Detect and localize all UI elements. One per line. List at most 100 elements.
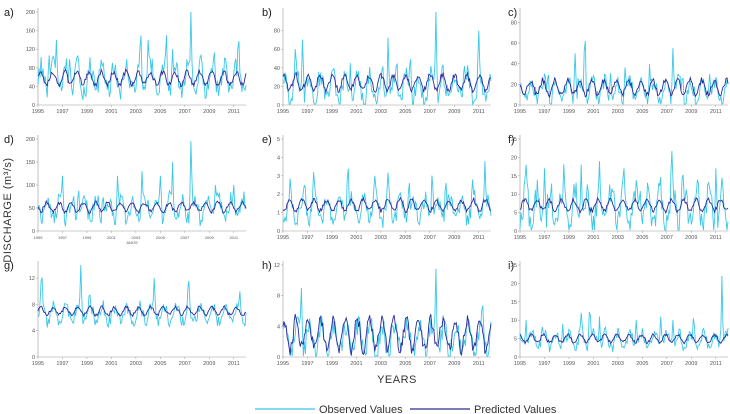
y-tick-label: 200: [26, 10, 35, 16]
y-tick-label: 0: [32, 103, 35, 109]
panel-a: a) 0 40 80 120 160 200 1995 1997 1999 2001 2003 2005…: [4, 7, 247, 115]
predicted-series-line: [519, 333, 729, 346]
x-tick-label: 2007: [424, 361, 436, 367]
x-tick-label: 2001: [350, 361, 362, 367]
panel-h: h) 0 4 8 12 1995 1997 1999 2001 2003 2005 2007 2009 2…: [262, 260, 492, 367]
y-tick-label: 15: [511, 174, 517, 180]
x-tick-label: 1995: [514, 235, 526, 241]
x-tick-label: 1997: [538, 235, 550, 241]
y-tick-label: 20: [511, 155, 517, 161]
x-tick-label: 1997: [538, 109, 550, 115]
y-tick-label: 5: [514, 337, 517, 343]
x-tick-label: 2005: [636, 361, 648, 367]
y-tick-label: 150: [26, 160, 35, 166]
y-tick-label: 60: [511, 41, 517, 47]
predicted-series-line: [37, 199, 247, 215]
y-tick-label: 25: [511, 137, 517, 143]
legend: Observed Values Predicted Values: [255, 404, 557, 414]
observed-series-line: [37, 264, 247, 329]
panel-g: g) 0 4 8 12 1995 1997 1999 2001 2003 2005 2007 2009 2…: [4, 260, 247, 367]
x-tick-label: 2003: [131, 235, 141, 240]
panel-label: c): [508, 7, 517, 19]
predicted-series-line: [37, 304, 247, 318]
legend-observed-label: Observed Values: [319, 404, 403, 414]
y-tick-label: 8: [32, 302, 35, 308]
x-tick-label: 1995: [277, 361, 289, 367]
x-tick-label: 2009: [448, 109, 460, 115]
x-tick-label: 1999: [326, 361, 338, 367]
x-tick-label: 2003: [612, 361, 624, 367]
x-tick-label: 2005: [154, 109, 166, 115]
y-tick-label: 50: [29, 206, 35, 212]
x-tick-label: 2003: [130, 361, 142, 367]
x-tick-label: 1999: [326, 235, 338, 241]
x-tick-label: 1997: [538, 361, 550, 367]
y-tick-label: 0: [514, 229, 517, 235]
x-tick-label: 2003: [612, 235, 624, 241]
x-tick-label: 2009: [203, 109, 215, 115]
x-tick-label: 2011: [473, 235, 485, 241]
x-tick-label: 2003: [130, 109, 142, 115]
x-tick-label: 1997: [58, 235, 68, 240]
x-tick-label: 2007: [424, 235, 436, 241]
y-tick-label: 4: [277, 324, 280, 330]
x-tick-label: 1997: [56, 109, 68, 115]
x-tick-label: 1995: [32, 109, 44, 115]
x-tick-label: 2001: [105, 361, 117, 367]
panel-label: e): [262, 134, 272, 146]
x-tick-label: 2009: [685, 361, 697, 367]
x-tick-label: 2001: [107, 235, 117, 240]
x-tick-label: 2009: [685, 109, 697, 115]
y-tick-label: 0: [277, 103, 280, 109]
y-tick-label: 40: [29, 84, 35, 90]
x-tick-label: 2011: [228, 361, 240, 367]
y-tick-label: 2: [277, 192, 280, 198]
x-tick-label: 2009: [448, 235, 460, 241]
x-tick-label: 2007: [661, 235, 673, 241]
y-tick-label: 0: [277, 355, 280, 361]
y-tick-label: 4: [32, 329, 35, 335]
x-tick-label: 2011: [710, 361, 722, 367]
x-tick-label: 2007: [424, 109, 436, 115]
x-tick-label: 1995: [277, 109, 289, 115]
x-tick-label: 2005: [636, 235, 648, 241]
x-tick-label: 1997: [301, 361, 313, 367]
x-tick-label: 1999: [563, 361, 575, 367]
y-tick-label: 0: [514, 355, 517, 361]
y-tick-label: 100: [26, 183, 35, 189]
x-tick-label: 2007: [661, 361, 673, 367]
x-axis-title: YEARS: [377, 374, 417, 386]
x-tick-label: 2009: [205, 235, 215, 240]
y-tick-label: 5: [514, 211, 517, 217]
x-tick-label: 2011: [710, 109, 722, 115]
predicted-series-line: [37, 67, 247, 88]
x-tick-label: 2005: [399, 235, 411, 241]
y-tick-label: 120: [26, 47, 35, 53]
y-tick-label: 160: [26, 29, 35, 35]
panel-label: b): [262, 7, 272, 19]
predicted-series-line: [282, 314, 492, 356]
y-tick-label: 20: [511, 82, 517, 88]
predicted-series-line: [282, 71, 492, 94]
panel-c: c) 0 20 40 60 80 1995 1997 1999 2001 2003 2005 2007 2…: [508, 7, 729, 115]
x-tick-label: 2001: [587, 361, 599, 367]
x-tick-label: 1999: [81, 109, 93, 115]
x-tick-label: 2005: [399, 361, 411, 367]
x-tick-label: 2001: [105, 109, 117, 115]
x-tick-label: 2001: [587, 109, 599, 115]
x-tick-label: 2005: [636, 109, 648, 115]
panel-i: i) 0 5 10 15 20 25 1995 1997 1999 2001 2003 2005 2007…: [508, 260, 729, 367]
x-tick-label: 2001: [350, 109, 362, 115]
y-tick-label: 25: [511, 263, 517, 269]
panel-label: i): [508, 260, 514, 272]
observed-series-line: [519, 150, 729, 231]
predicted-series-line: [519, 75, 729, 99]
y-tick-label: 40: [274, 66, 280, 72]
x-tick-label: 2011: [473, 109, 485, 115]
panel-label: h): [262, 260, 272, 272]
y-tick-label: 80: [274, 29, 280, 35]
x-tick-label: 2005: [154, 361, 166, 367]
x-tick-label: 1999: [563, 109, 575, 115]
x-tick-label: 1999: [82, 235, 92, 240]
